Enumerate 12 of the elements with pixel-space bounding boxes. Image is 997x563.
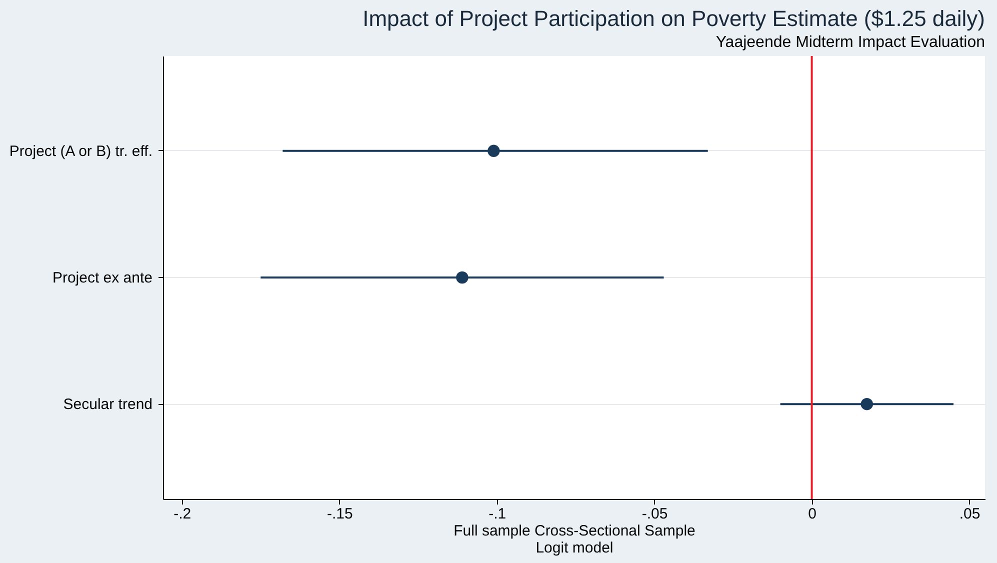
x-tick-label: -.05: [642, 506, 668, 522]
y-tick-label: Project (A or B) tr. eff.: [9, 142, 152, 160]
y-tick-label: Secular trend: [63, 396, 152, 414]
x-tick-label: .05: [959, 506, 980, 522]
x-tick-label: -.15: [326, 506, 353, 522]
x-tick-label: -.2: [174, 506, 192, 522]
x-tick-label: -.1: [488, 506, 506, 522]
x-axis-title: Full sample Cross-Sectional Sample Logit model: [454, 522, 696, 556]
chart-title: Impact of Project Participation on Poverty Estimate ($1.25 daily): [362, 6, 985, 31]
y-tick-label: Project ex ante: [52, 270, 152, 286]
x-tick-label: 0: [808, 506, 816, 522]
chart-subtitle: Yaajeende Midterm Impact Evaluation: [716, 34, 985, 51]
